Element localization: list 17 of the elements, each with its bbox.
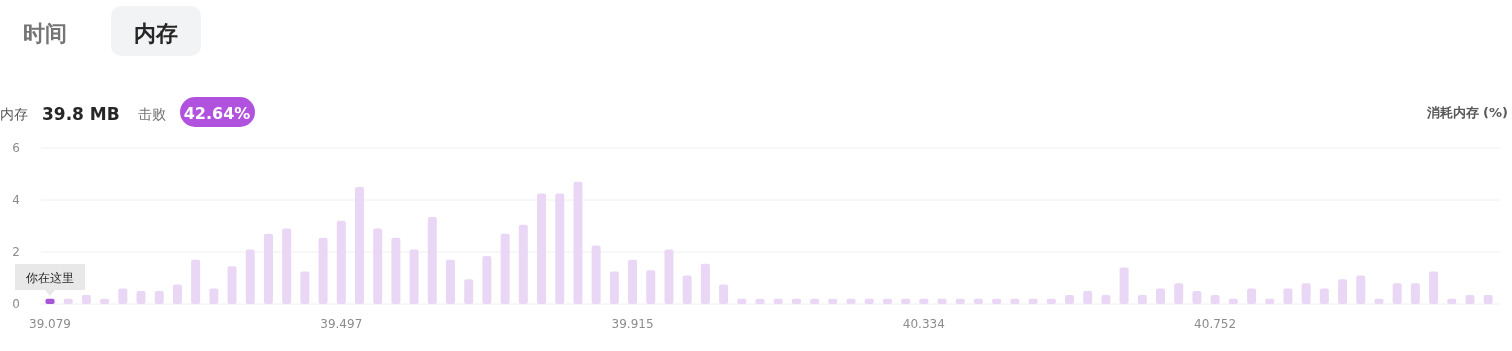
y-tick-label: 6 [12,141,20,155]
x-tick-label: 40.752 [1194,317,1237,331]
y-tick-label: 4 [12,193,20,207]
text: 39.8 MB [42,104,120,124]
annotation: 你在这里 [25,271,74,285]
text: 时间 [23,21,67,46]
text: 内存 [0,106,28,122]
text: 内存 [134,21,178,46]
x-tick-label: 39.915 [611,317,654,331]
y-tick-label: 2 [12,245,20,259]
y-axis-title: 消耗内存 (%) [1425,105,1508,120]
x-tick-label: 39.497 [320,317,363,331]
text: 击败 [138,106,166,122]
x-tick-label: 40.334 [902,317,945,331]
text: 42.64% [183,104,251,123]
y-tick-label: 0 [12,297,20,311]
x-tick-label: 39.079 [29,317,71,331]
